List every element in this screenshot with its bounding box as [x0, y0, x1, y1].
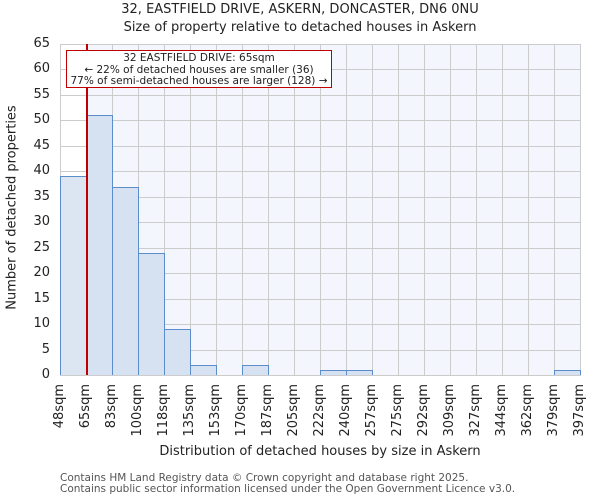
- gridline-vertical: [242, 44, 243, 375]
- y-tick-label: 45: [33, 137, 50, 153]
- x-tick-label: 257sqm: [364, 384, 379, 437]
- y-tick-label: 60: [33, 61, 50, 77]
- y-tick-label: 55: [33, 86, 50, 102]
- x-tick-label: 397sqm: [572, 384, 587, 437]
- gridline-vertical: [372, 44, 373, 375]
- histogram-bar: [138, 252, 165, 375]
- x-tick-label: 292sqm: [416, 384, 431, 437]
- histogram-bar: [242, 364, 269, 375]
- x-tick-label: 48sqm: [52, 384, 67, 429]
- x-tick-label: 187sqm: [260, 384, 275, 437]
- y-tick-label: 10: [33, 316, 50, 332]
- x-tick-label: 118sqm: [156, 384, 171, 437]
- annotation-box: 32 EASTFIELD DRIVE: 65sqm ← 22% of detac…: [66, 50, 332, 88]
- y-tick-label: 65: [33, 36, 50, 51]
- footer-line-2: Contains public sector information licen…: [60, 483, 516, 495]
- gridline-vertical: [580, 44, 581, 375]
- x-tick-label: 309sqm: [442, 384, 457, 437]
- footer-line-1: Contains HM Land Registry data © Crown c…: [60, 472, 469, 484]
- x-tick-label: 275sqm: [390, 384, 405, 437]
- gridline-vertical: [190, 44, 191, 375]
- y-tick-label: 25: [33, 239, 50, 255]
- y-tick-label: 0: [41, 367, 50, 382]
- x-tick-label: 222sqm: [312, 384, 327, 437]
- property-marker-line: [86, 44, 88, 375]
- gridline-vertical: [294, 44, 295, 375]
- gridline-vertical: [476, 44, 477, 375]
- x-tick-label: 170sqm: [234, 384, 249, 437]
- histogram-bar: [554, 369, 581, 375]
- histogram-bar: [86, 115, 113, 375]
- gridline-vertical: [502, 44, 503, 375]
- y-tick-label: 50: [33, 112, 50, 128]
- x-tick-label: 344sqm: [494, 384, 509, 437]
- x-tick-label: 65sqm: [78, 384, 93, 429]
- plot-area: [60, 44, 581, 376]
- histogram-bar: [320, 369, 347, 375]
- x-tick-label: 362sqm: [520, 384, 535, 437]
- y-tick-label: 20: [33, 265, 50, 281]
- x-tick-label: 100sqm: [130, 384, 145, 437]
- gridline-vertical: [398, 44, 399, 375]
- gridline-vertical: [268, 44, 269, 375]
- gridline-vertical: [320, 44, 321, 375]
- histogram-bar: [164, 329, 191, 375]
- y-tick-label: 40: [33, 163, 50, 179]
- annotation-line-1: 32 EASTFIELD DRIVE: 65sqm: [123, 52, 275, 64]
- histogram-bar: [346, 369, 373, 375]
- y-tick-label: 30: [33, 214, 50, 230]
- footer: Contains HM Land Registry data © Crown c…: [60, 473, 515, 495]
- gridline-vertical: [554, 44, 555, 375]
- x-tick-label: 379sqm: [546, 384, 561, 437]
- histogram-bar: [112, 186, 139, 375]
- x-axis-label: Distribution of detached houses by size …: [159, 444, 481, 459]
- gridline-vertical: [424, 44, 425, 375]
- gridline-vertical: [164, 44, 165, 375]
- gridline-horizontal: [60, 375, 580, 376]
- chart-subtitle: Size of property relative to detached ho…: [123, 20, 477, 35]
- y-tick-label: 35: [33, 188, 50, 204]
- y-tick-label: 5: [41, 341, 50, 357]
- x-tick-label: 205sqm: [286, 384, 301, 437]
- gridline-vertical: [216, 44, 217, 375]
- x-tick-label: 327sqm: [468, 384, 483, 437]
- x-tick-label: 83sqm: [104, 384, 119, 429]
- gridline-vertical: [528, 44, 529, 375]
- histogram-bar: [60, 176, 87, 375]
- x-tick-label: 135sqm: [182, 384, 197, 437]
- y-tick-label: 15: [33, 290, 50, 306]
- annotation-line-2: ← 22% of detached houses are smaller (36…: [84, 63, 314, 76]
- x-tick-label: 240sqm: [338, 384, 353, 437]
- gridline-vertical: [346, 44, 347, 375]
- annotation-line-3: 77% of semi-detached houses are larger (…: [70, 75, 328, 87]
- chart-title: 32, EASTFIELD DRIVE, ASKERN, DONCASTER, …: [121, 2, 479, 17]
- gridline-vertical: [450, 44, 451, 375]
- histogram-bar: [190, 364, 217, 375]
- x-tick-label: 153sqm: [208, 384, 223, 437]
